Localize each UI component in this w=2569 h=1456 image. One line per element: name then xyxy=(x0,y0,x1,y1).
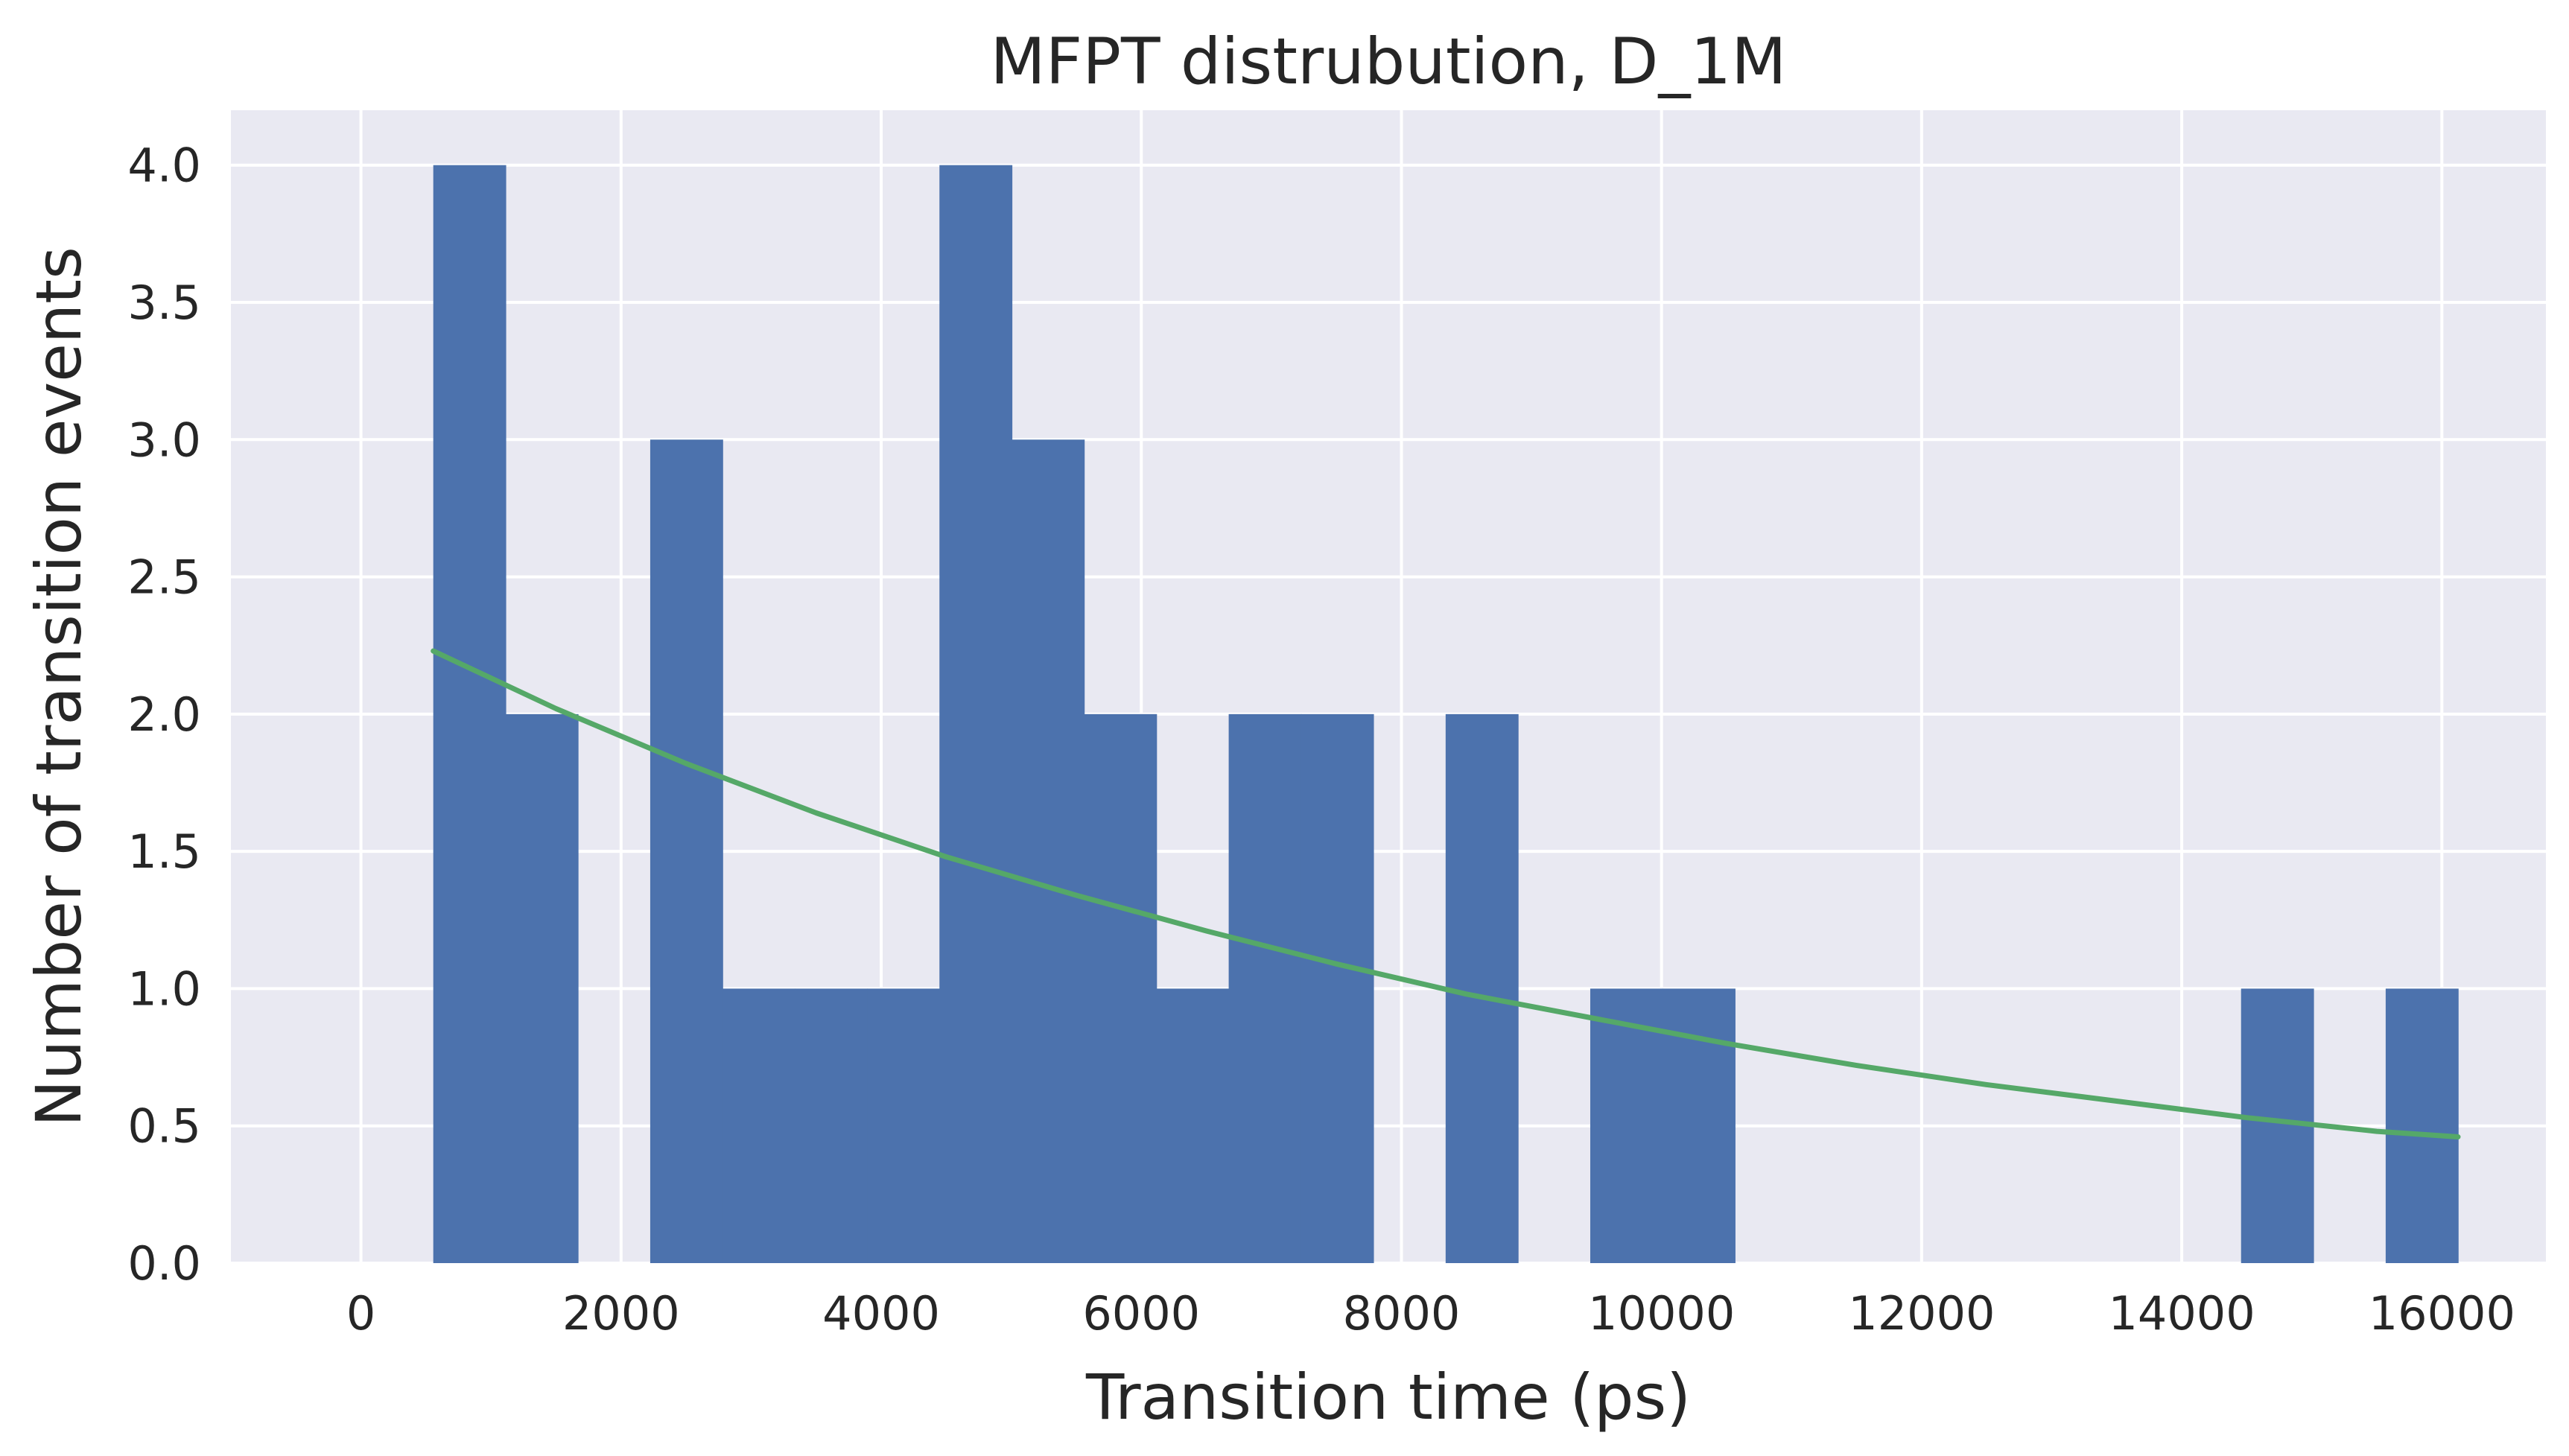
histogram-bar xyxy=(867,988,941,1263)
histogram-bar xyxy=(650,439,723,1264)
y-tick-label: 3.5 xyxy=(127,276,201,330)
x-tick-label: 6000 xyxy=(1082,1286,1200,1341)
histogram-bar xyxy=(939,165,1013,1264)
x-tick-label: 2000 xyxy=(562,1286,680,1341)
x-tick-labels: 0 2000 4000 6000 8000 10000 12000 14000 16000 xyxy=(346,1286,2515,1341)
x-tick-label: 8000 xyxy=(1343,1286,1461,1341)
histogram-bar xyxy=(433,165,507,1264)
y-tick-label: 1.5 xyxy=(127,824,201,879)
x-tick-label: 0 xyxy=(346,1286,375,1341)
histogram-bar xyxy=(1012,439,1085,1264)
histogram-bars xyxy=(433,165,2459,1264)
x-tick-label: 16000 xyxy=(2369,1286,2515,1341)
x-axis-label: Transition time (ps) xyxy=(1085,1361,1691,1434)
y-tick-label: 0.0 xyxy=(127,1236,201,1291)
y-tick-label: 4.0 xyxy=(127,139,201,193)
histogram-bar xyxy=(1156,988,1230,1263)
histogram-bar xyxy=(1590,988,1663,1263)
histogram-bar xyxy=(723,988,796,1263)
fit-curve-layer xyxy=(431,648,2461,1139)
chart-title: MFPT distrubution, D_1M xyxy=(991,25,1787,99)
y-tick-label: 2.5 xyxy=(127,550,201,605)
x-tick-label: 10000 xyxy=(1588,1286,1735,1341)
x-tick-label: 14000 xyxy=(2108,1286,2255,1341)
y-axis-label: Number of transition events xyxy=(22,247,95,1127)
histogram-bar xyxy=(1084,713,1158,1263)
fit-curve xyxy=(431,648,2461,1139)
y-tick-label: 2.0 xyxy=(127,687,201,742)
histogram-bar xyxy=(2385,988,2459,1263)
x-tick-label: 12000 xyxy=(1848,1286,1995,1341)
grid-lines xyxy=(231,110,2546,1265)
histogram-bar xyxy=(1663,988,1736,1263)
histogram-bar xyxy=(1228,713,1302,1263)
y-tick-label: 3.0 xyxy=(127,413,201,467)
histogram-bar xyxy=(1445,713,1519,1263)
y-tick-labels: 0.0 0.5 1.0 1.5 2.0 2.5 3.0 3.5 4.0 xyxy=(127,139,201,1291)
histogram-bar xyxy=(505,713,579,1263)
x-tick-label: 4000 xyxy=(822,1286,940,1341)
y-tick-label: 0.5 xyxy=(127,1099,201,1154)
histogram-bar xyxy=(795,988,868,1263)
histogram-bar xyxy=(1301,713,1374,1263)
y-tick-label: 1.0 xyxy=(127,961,201,1016)
